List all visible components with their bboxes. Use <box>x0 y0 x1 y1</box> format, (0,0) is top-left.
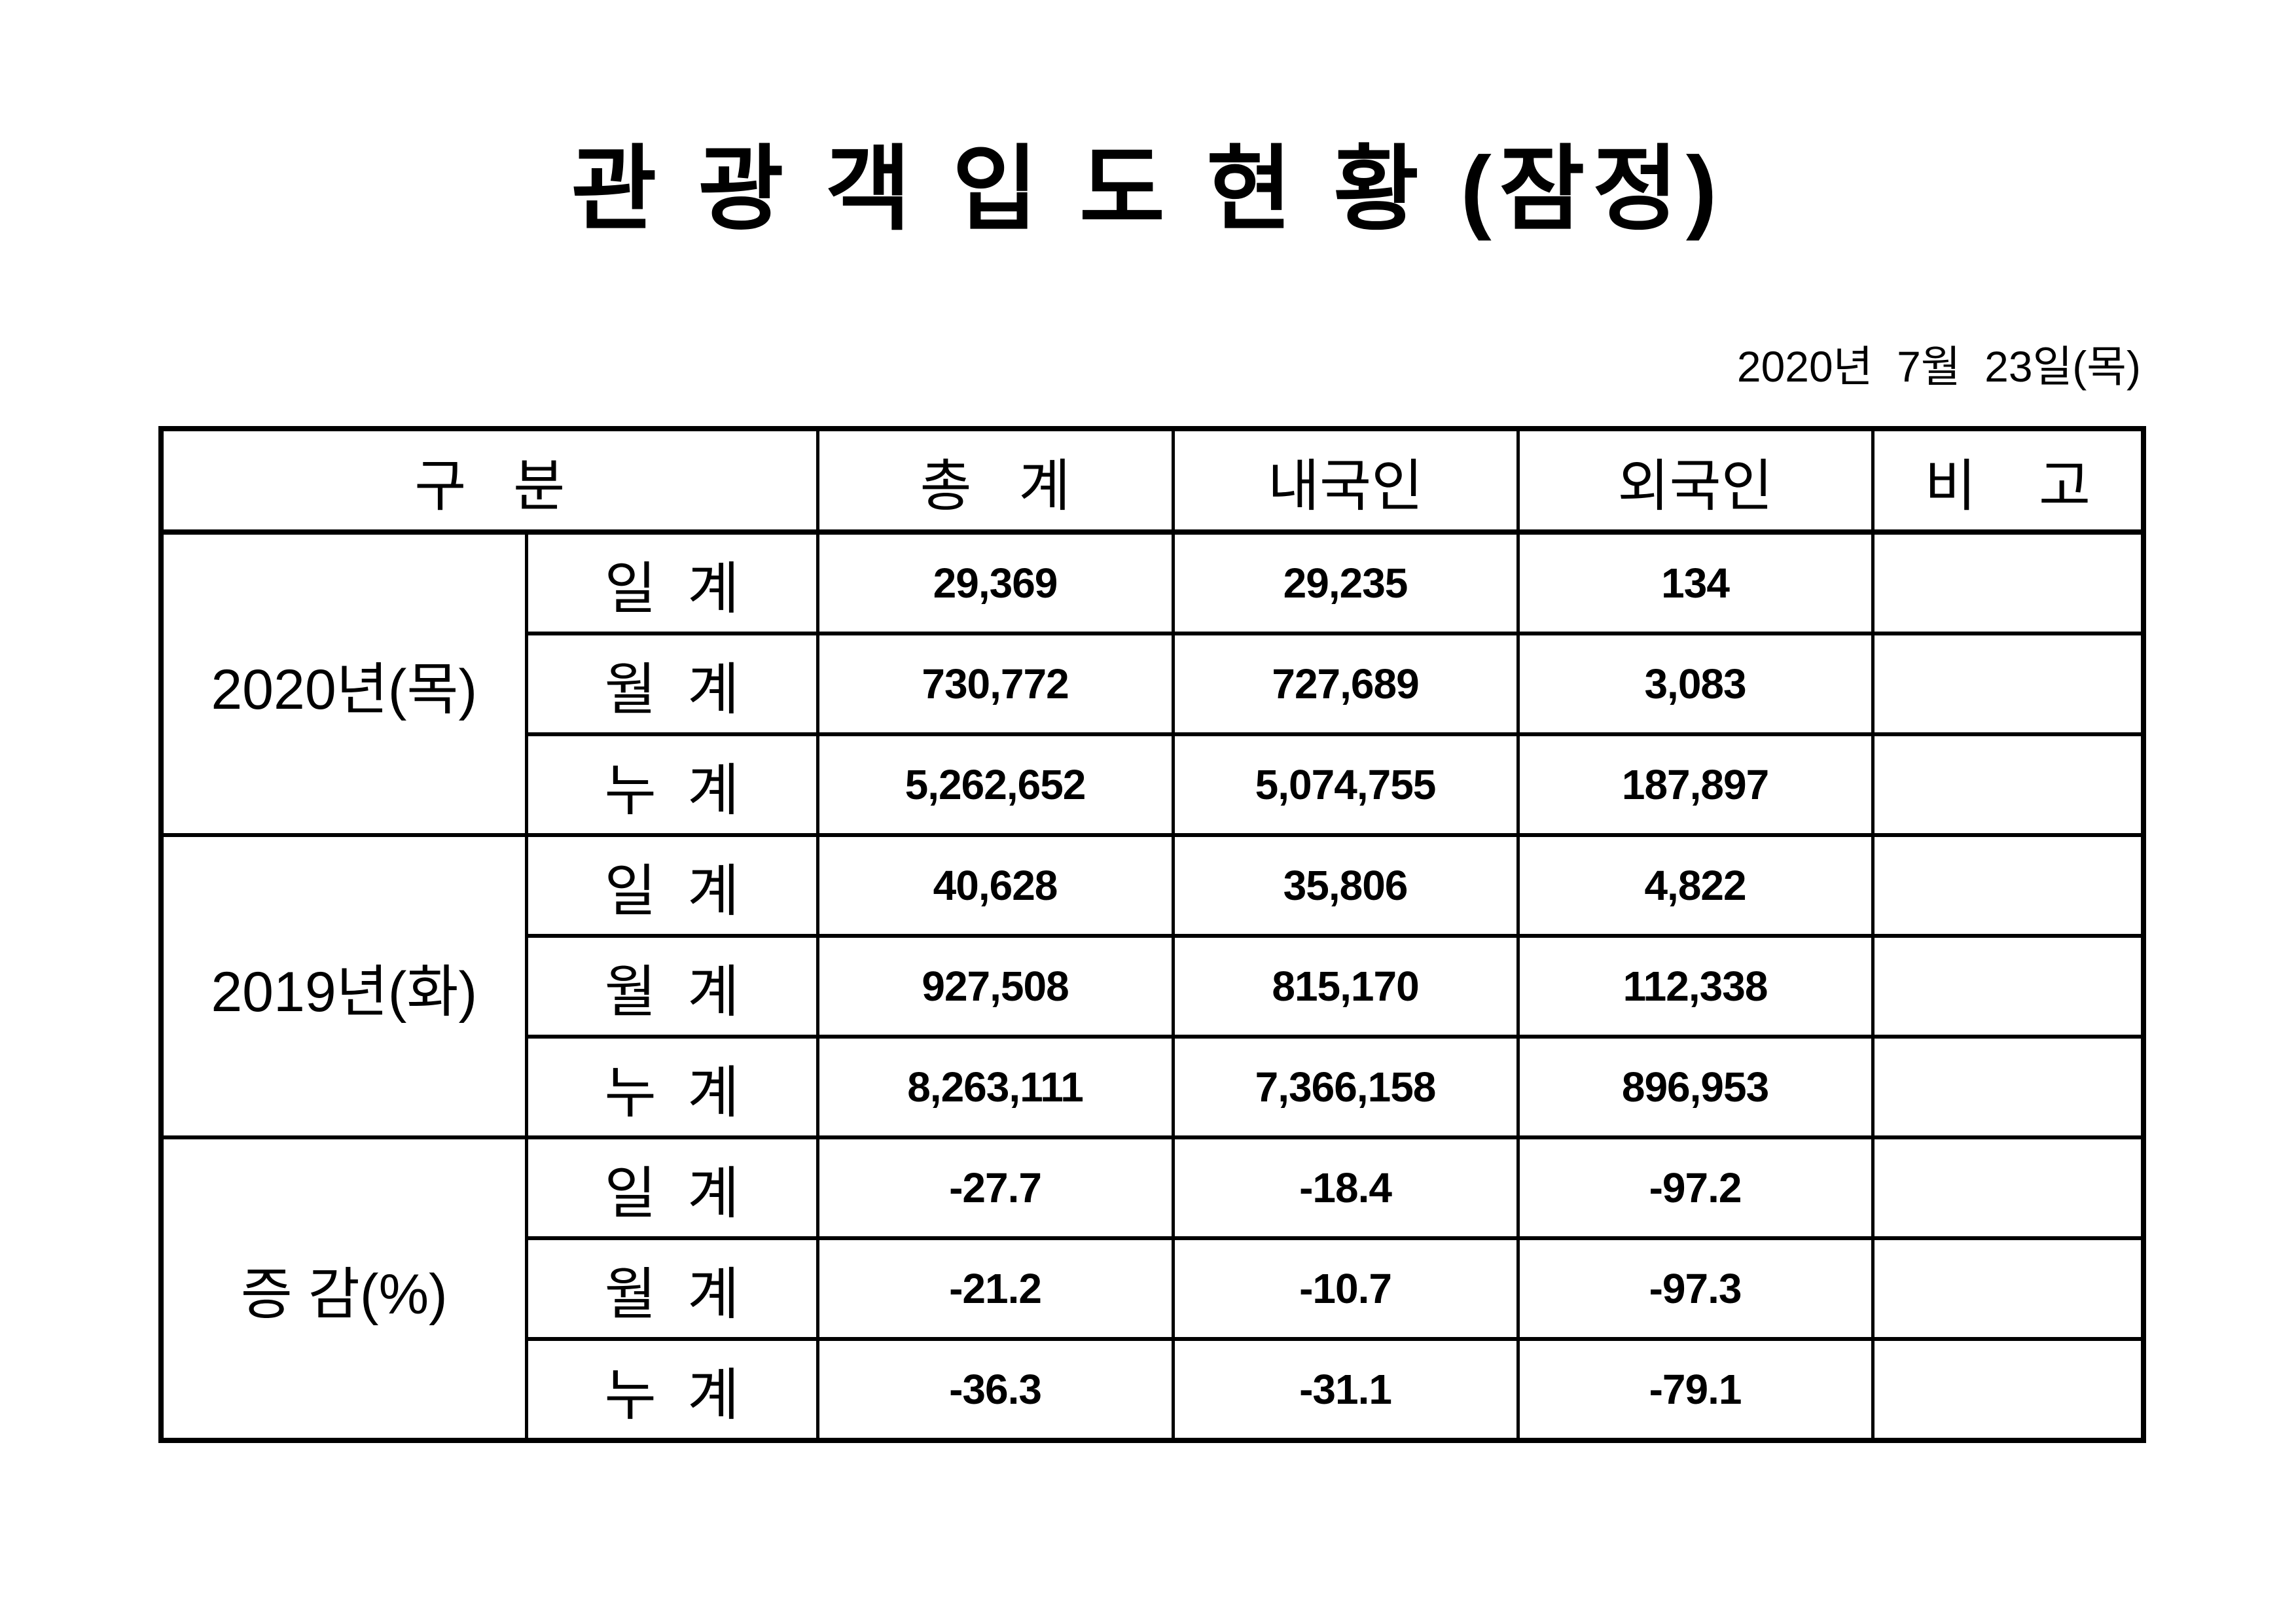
cell-domestic: 35,806 <box>1171 833 1520 938</box>
cell-note <box>1871 1135 2145 1241</box>
column-header-category: 구 분 <box>159 427 819 535</box>
table-row: 누 계 -36.3 -31.1 -79.1 <box>161 1337 2145 1443</box>
cell-domestic: -10.7 <box>1171 1236 1520 1342</box>
group-label-2019: 2019년(화) <box>159 833 528 1140</box>
sub-label: 누 계 <box>524 1035 819 1140</box>
cell-note <box>1871 833 2145 938</box>
cell-foreign: -79.1 <box>1516 1337 1874 1443</box>
table-row: 월 계 -21.2 -10.7 -97.3 <box>161 1236 2145 1342</box>
table-row: 누 계 5,262,652 5,074,755 187,897 <box>161 732 2145 838</box>
header-row: 구 분 총 계 내국인 외국인 비 고 <box>159 427 2145 535</box>
table-row: 증 감(%) 일 계 -27.7 -18.4 -97.2 <box>159 1135 2145 1443</box>
cell-foreign: 896,953 <box>1516 1035 1874 1140</box>
cell-foreign: 3,083 <box>1516 632 1874 737</box>
cell-total: 5,262,652 <box>816 732 1175 838</box>
page-title: 관 광 객 입 도 현 황 (잠정) <box>571 137 1725 241</box>
group-label-change: 증 감(%) <box>159 1135 528 1443</box>
column-header-domestic: 내국인 <box>1171 427 1520 535</box>
sub-label: 월 계 <box>524 934 819 1039</box>
table-row: 2020년(목) 일 계 29,369 29,235 134 <box>159 530 2145 838</box>
column-header-total: 총 계 <box>816 427 1175 535</box>
cell-note <box>1871 632 2145 737</box>
cell-domestic: -31.1 <box>1171 1337 1520 1443</box>
table-row: 2019년(화) 일 계 40,628 35,806 4,822 <box>159 833 2145 1140</box>
sub-label: 누 계 <box>524 732 819 838</box>
cell-total: 8,263,111 <box>816 1035 1175 1140</box>
cell-note <box>1871 1035 2145 1140</box>
sub-label: 누 계 <box>524 1337 819 1443</box>
cell-domestic: 29,235 <box>1171 530 1520 636</box>
cell-total: -36.3 <box>816 1337 1175 1443</box>
cell-domestic: 7,366,158 <box>1171 1035 1520 1140</box>
tourist-arrivals-table: 구 분 총 계 내국인 외국인 비 고 2020년(목) 일 계 29,369 … <box>158 426 2147 1444</box>
cell-total: 927,508 <box>816 934 1175 1039</box>
cell-foreign: 187,897 <box>1516 732 1874 838</box>
cell-domestic: -18.4 <box>1171 1135 1520 1241</box>
cell-foreign: 112,338 <box>1516 934 1874 1039</box>
cell-note <box>1871 1236 2145 1342</box>
cell-domestic: 727,689 <box>1171 632 1520 737</box>
column-header-note: 비 고 <box>1871 427 2145 535</box>
group-label-2020: 2020년(목) <box>159 530 528 838</box>
cell-foreign: 4,822 <box>1516 833 1874 938</box>
cell-note <box>1871 732 2145 838</box>
cell-total: 40,628 <box>816 833 1175 938</box>
sub-label: 일 계 <box>524 1135 819 1241</box>
cell-total: 29,369 <box>816 530 1175 636</box>
sub-label: 월 계 <box>524 1236 819 1342</box>
cell-note <box>1871 934 2145 1039</box>
cell-foreign: -97.2 <box>1516 1135 1874 1241</box>
cell-foreign: 134 <box>1516 530 1874 636</box>
sub-label: 일 계 <box>524 530 819 636</box>
table-row: 월 계 730,772 727,689 3,083 <box>161 632 2145 737</box>
table-row: 월 계 927,508 815,170 112,338 <box>161 934 2145 1039</box>
column-header-foreign: 외국인 <box>1516 427 1874 535</box>
cell-domestic: 5,074,755 <box>1171 732 1520 838</box>
cell-foreign: -97.3 <box>1516 1236 1874 1342</box>
table-row: 누 계 8,263,111 7,366,158 896,953 <box>161 1035 2145 1140</box>
sub-label: 월 계 <box>524 632 819 737</box>
cell-total: -27.7 <box>816 1135 1175 1241</box>
sub-label: 일 계 <box>524 833 819 938</box>
cell-note <box>1871 530 2145 636</box>
cell-note <box>1871 1337 2145 1443</box>
cell-total: -21.2 <box>816 1236 1175 1342</box>
cell-total: 730,772 <box>816 632 1175 737</box>
report-date: 2020년 7월 23일(목) <box>1736 342 2141 391</box>
cell-domestic: 815,170 <box>1171 934 1520 1039</box>
